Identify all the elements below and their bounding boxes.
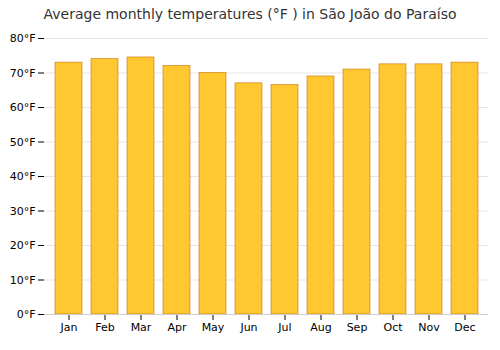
svg-text:80°F: 80°F bbox=[10, 32, 36, 45]
svg-text:Sep: Sep bbox=[347, 321, 368, 334]
svg-text:May: May bbox=[202, 321, 225, 334]
svg-text:0°F: 0°F bbox=[17, 308, 36, 321]
svg-text:20°F: 20°F bbox=[10, 239, 36, 252]
svg-text:40°F: 40°F bbox=[10, 170, 36, 183]
svg-text:Jan: Jan bbox=[60, 321, 78, 334]
svg-text:Feb: Feb bbox=[95, 321, 114, 334]
svg-text:Jun: Jun bbox=[239, 321, 257, 334]
svg-text:Oct: Oct bbox=[383, 321, 403, 334]
html-text:Average monthly temperatures (: Average monthly temperatures (°F ) in Sã… bbox=[43, 6, 457, 22]
svg-text:10°F: 10°F bbox=[10, 274, 36, 287]
svg-text:Aug: Aug bbox=[310, 321, 331, 334]
svg-text:Apr: Apr bbox=[167, 321, 187, 334]
svg-text:70°F: 70°F bbox=[10, 67, 36, 80]
svg-text:Nov: Nov bbox=[418, 321, 440, 334]
svg-text:Dec: Dec bbox=[454, 321, 475, 334]
svg-text:50°F: 50°F bbox=[10, 136, 36, 149]
svg-text:30°F: 30°F bbox=[10, 205, 36, 218]
svg-text:Jul: Jul bbox=[277, 321, 291, 334]
svg-text:Mar: Mar bbox=[131, 321, 152, 334]
svg-text:60°F: 60°F bbox=[10, 101, 36, 114]
